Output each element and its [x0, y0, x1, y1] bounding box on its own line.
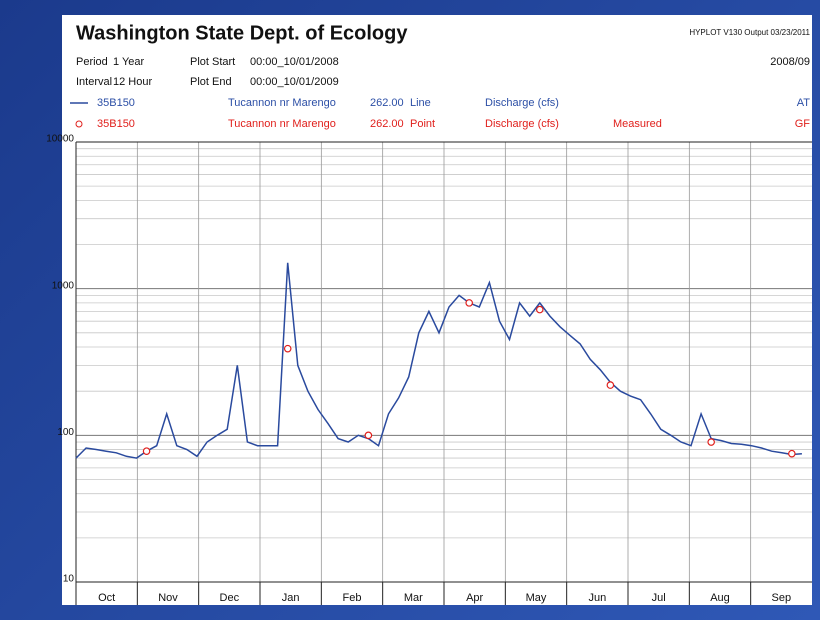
period-label: Period — [76, 56, 108, 68]
x-tick-label: Mar — [404, 592, 423, 604]
x-tick-label: Sep — [772, 592, 792, 604]
x-tick-label: Dec — [220, 592, 240, 604]
measured-point — [142, 447, 151, 455]
legend-location: Tucannon nr Marengo — [228, 118, 336, 130]
y-tick-label: 10000 — [46, 134, 74, 145]
x-tick-label: Oct — [98, 592, 115, 604]
y-tick-label: 100 — [57, 427, 74, 438]
water-year: 2008/09 — [770, 56, 810, 68]
program: HYPLOT V130 Output 03/23/2011 — [689, 28, 810, 37]
x-tick-label: Nov — [158, 592, 178, 604]
x-tick-label: Feb — [343, 592, 362, 604]
legend-note: Measured — [613, 118, 662, 130]
plot-start: 00:00_10/01/2008 — [250, 56, 339, 68]
measured-point — [364, 431, 373, 440]
title: Washington State Dept. of Ecology — [76, 22, 408, 44]
legend-datum: 262.00 — [370, 97, 404, 109]
plot-start-label: Plot Start — [190, 56, 235, 68]
y-tick-label: 10 — [63, 574, 75, 585]
legend-style: Point — [410, 118, 435, 130]
x-tick-label: Aug — [710, 592, 730, 604]
measured-point — [606, 381, 615, 389]
legend-style: Line — [410, 97, 431, 109]
measured-point — [535, 305, 544, 314]
interval: 12 Hour — [113, 76, 152, 88]
x-tick-label: Jan — [282, 592, 300, 604]
period: 1 Year — [113, 56, 145, 68]
x-tick-label: May — [526, 592, 547, 604]
interval-label: Interval — [76, 76, 112, 88]
legend-name: 35B150 — [97, 97, 135, 109]
legend-code: AT — [797, 97, 811, 109]
plot-end-label: Plot End — [190, 76, 232, 88]
legend-parameter: Discharge (cfs) — [485, 118, 559, 130]
measured-point — [465, 299, 474, 307]
legend-name: 35B150 — [97, 118, 135, 130]
panel — [62, 15, 812, 605]
x-tick-label: Apr — [466, 592, 483, 604]
x-tick-label: Jun — [588, 592, 606, 604]
legend-point — [75, 120, 83, 128]
measured-point — [707, 438, 715, 446]
plot-end: 00:00_10/01/2009 — [250, 76, 339, 88]
legend-parameter: Discharge (cfs) — [485, 97, 559, 109]
legend-datum: 262.00 — [370, 118, 404, 130]
x-tick-label: Jul — [652, 592, 666, 604]
y-tick-label: 1000 — [52, 280, 75, 291]
series-line — [75, 262, 802, 459]
measured-point — [788, 449, 796, 458]
legend-location: Tucannon nr Marengo — [228, 97, 336, 109]
measured-point — [283, 344, 292, 353]
legend-code: GF — [795, 118, 811, 130]
